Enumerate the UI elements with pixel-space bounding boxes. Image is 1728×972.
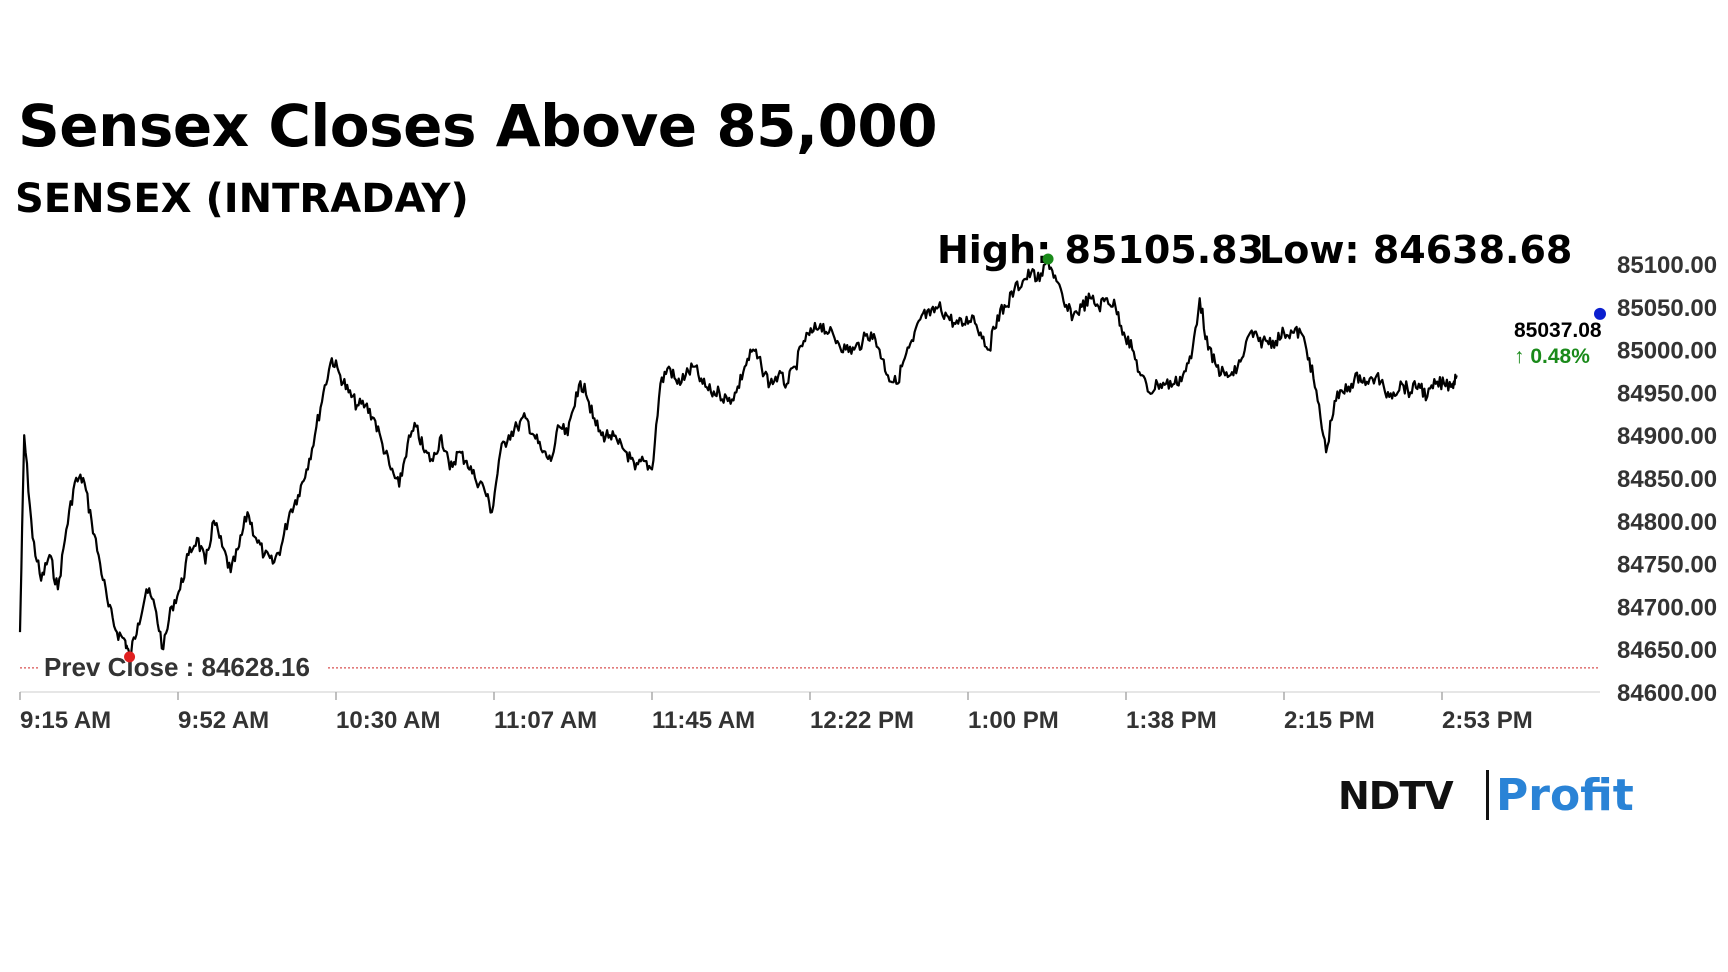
chart-title: Sensex Closes Above 85,000 [18, 92, 938, 160]
high-marker [1042, 253, 1054, 265]
y-tick-label: 85050.00 [1617, 295, 1717, 322]
logo-divider [1486, 770, 1489, 820]
high-stat: High: 85105.83 [937, 228, 1265, 272]
prev-close-label: Prev Close : 84628.16 [44, 652, 310, 682]
low-stat: Low: 84638.68 [1259, 228, 1573, 272]
sensex-series-line [18, 258, 1458, 659]
y-tick-label: 84900.00 [1617, 423, 1717, 450]
change-percent-label: ↑ 0.48% [1514, 345, 1590, 368]
y-tick-label: 85000.00 [1617, 338, 1717, 365]
chart-subtitle: SENSEX (INTRADAY) [15, 176, 469, 222]
x-tick-label: 10:30 AM [336, 707, 440, 734]
x-tick-label: 1:38 PM [1126, 707, 1217, 734]
y-tick-label: 84650.00 [1617, 637, 1717, 664]
y-tick-label: 84600.00 [1617, 680, 1717, 707]
logo-ndtv-text: NDTV [1338, 774, 1454, 818]
last-value-label: 85037.08 [1514, 319, 1602, 342]
x-tick-label: 2:15 PM [1284, 707, 1375, 734]
low-marker [124, 651, 136, 663]
x-tick-label: 2:53 PM [1442, 707, 1533, 734]
y-tick-label: 84800.00 [1617, 509, 1717, 536]
y-tick-label: 85100.00 [1617, 252, 1717, 279]
y-tick-label: 84700.00 [1617, 594, 1717, 621]
x-tick-label: 11:07 AM [494, 707, 597, 734]
x-tick-label: 11:45 AM [652, 707, 755, 734]
x-tick-label: 9:52 AM [178, 707, 269, 734]
y-tick-label: 84950.00 [1617, 380, 1717, 407]
last-value-marker [1594, 307, 1606, 320]
x-tick-label: 1:00 PM [968, 707, 1059, 734]
x-tick-label: 12:22 PM [810, 707, 914, 734]
x-tick-label: 9:15 AM [20, 707, 111, 734]
logo-profit-text: Profit [1496, 770, 1634, 821]
y-tick-label: 84750.00 [1617, 552, 1717, 579]
prev-close-label-bg [38, 647, 328, 678]
y-tick-label: 84850.00 [1617, 466, 1717, 493]
